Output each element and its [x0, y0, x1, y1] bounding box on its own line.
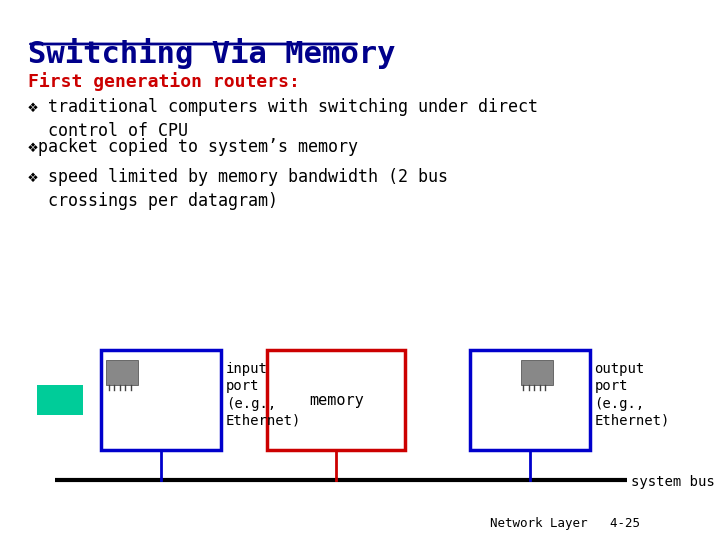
- Bar: [106, 360, 138, 385]
- Text: ❖packet copied to system’s memory: ❖packet copied to system’s memory: [27, 138, 358, 156]
- Bar: [267, 350, 405, 450]
- Text: system bus: system bus: [631, 475, 715, 489]
- Text: ❖ traditional computers with switching under direct
  control of CPU: ❖ traditional computers with switching u…: [27, 98, 538, 140]
- Text: output
port
(e.g.,
Ethernet): output port (e.g., Ethernet): [594, 362, 670, 428]
- Bar: [470, 350, 590, 450]
- Text: ❖ speed limited by memory bandwidth (2 bus
  crossings per datagram): ❖ speed limited by memory bandwidth (2 b…: [27, 168, 448, 210]
- Text: Switching Via Memory: Switching Via Memory: [27, 38, 395, 69]
- Bar: [102, 350, 221, 450]
- Bar: [521, 360, 553, 385]
- Text: input
port
(e.g.,
Ethernet): input port (e.g., Ethernet): [226, 362, 301, 428]
- Bar: [37, 385, 83, 415]
- Text: First generation routers:: First generation routers:: [27, 72, 300, 91]
- Text: Network Layer   4-25: Network Layer 4-25: [490, 517, 640, 530]
- Text: memory: memory: [309, 393, 364, 408]
